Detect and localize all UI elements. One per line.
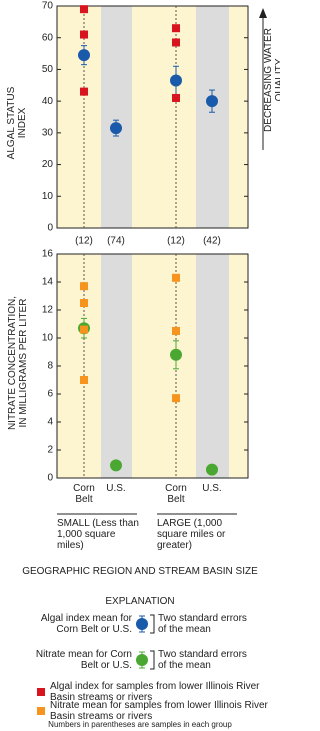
y-tick-label: 4 [47,417,53,428]
sample-square [80,325,88,334]
y-tick-label: 30 [42,127,54,138]
band-bg [196,254,229,478]
y-tick-label: 10 [42,191,54,202]
frame [56,5,249,229]
y-tick-label: 8 [47,361,53,372]
y-axis-label: ALGAL STATUS INDEX [6,86,28,160]
panel: 0 10 20 30 40 50 60 70 (12) (74) (12) (42) [42,1,249,247]
sample-square [172,273,180,282]
x-tick-label: U.S. [202,483,222,494]
y-tick-label: 20 [42,159,54,170]
sample-square [172,24,180,33]
legend-symbol [37,614,155,715]
x-tick-label: Corn Belt [73,483,95,505]
panel: 0 2 4 6 8 10 12 14 16 [42,249,249,484]
mean-dot [170,348,182,361]
y-tick-label: 2 [47,445,53,456]
sample-square [172,394,180,403]
x-axis-label: GEOGRAPHIC REGION AND STREAM BASIN SIZE [22,566,258,577]
sample-count: (74) [107,236,125,247]
sample-square [172,327,180,335]
group-label: SMALL (Less than 1,000 square miles) [57,518,139,551]
y-tick-label: 70 [42,1,54,12]
y-tick-label: 16 [42,249,54,260]
mean-dot [110,122,122,135]
y-tick-label: 50 [42,64,54,75]
legend-label: Nitrate mean for samples from lower Illi… [50,700,268,722]
band-bg [101,254,132,478]
mean-dot [206,95,218,108]
y-tick-label: 12 [42,305,54,316]
legend-label: Algal index mean for Corn Belt or U.S. [40,613,132,635]
y-tick-label: 0 [47,223,53,234]
x-tick-label: Corn Belt [165,483,187,505]
legend-label: Two standard errors of the mean [158,649,247,671]
chart: 0 10 20 30 40 50 60 70 (12) (74) (12) (42) 0 2 4 6 8 10 12… [37,1,267,715]
mean-dot [78,49,90,62]
annotation: DECREASING WATER QUALITY [263,28,280,132]
legend-label: Nitrate mean for Corn Belt or U.S. [35,649,132,671]
y-tick-label: 10 [42,333,54,344]
y-axis-label: NITRATE CONCENTRATION, IN MILLIGRAMS PER… [7,295,29,431]
sample-square [172,93,180,102]
sample-square [172,38,180,47]
band-bg [101,6,132,228]
sample-square [80,30,88,39]
sample-square [80,5,88,14]
sample-square [80,282,88,291]
page: 0 10 20 30 40 50 60 70 (12) (74) (12) (42) 0 2 4 6 8 10 12… [6,0,280,729]
y-tick-label: 14 [42,277,54,288]
legend-label: Algal index for samples from lower Illin… [50,681,260,703]
legend-note: Numbers in parentheses are samples in ea… [48,720,232,729]
sample-square [80,376,88,384]
y-tick-label: 6 [47,389,53,400]
band-bg [196,6,229,228]
group-label: LARGE (1,000 square miles or greater) [157,518,226,551]
arrowhead [259,8,267,18]
sample-square [80,87,88,96]
mean-dot [110,459,122,472]
sample-count: (42) [203,236,221,247]
sample-count: (12) [167,236,185,247]
sample-count: (12) [75,236,93,247]
y-tick-label: 60 [42,32,54,43]
legend-label: Two standard errors of the mean [158,613,247,635]
sample-square [80,299,88,307]
legend-title: EXPLANATION [105,596,175,607]
y-tick-label: 0 [47,473,53,484]
y-tick-label: 40 [42,96,54,107]
mean-dot [170,74,182,87]
mean-dot [206,463,218,476]
x-tick-label: U.S. [106,483,126,494]
